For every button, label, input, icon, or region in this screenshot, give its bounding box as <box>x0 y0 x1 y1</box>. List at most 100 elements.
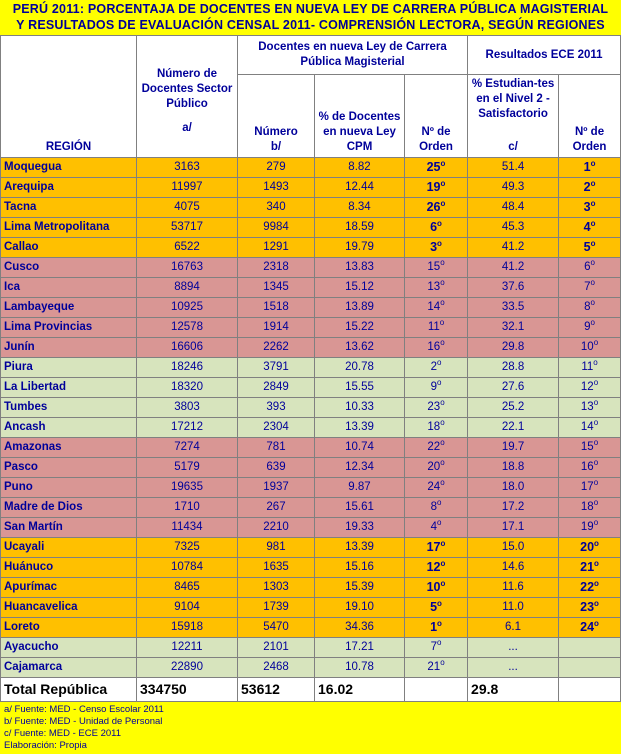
rank-value: 24 <box>427 481 441 493</box>
pct-docentes-cell: 13.39 <box>314 417 405 438</box>
ordinal-mark: o <box>440 158 446 168</box>
orden-1-cell: 14o <box>403 297 469 318</box>
pct-docentes-cell: 13.83 <box>314 257 405 278</box>
docentes-cell: 53717 <box>136 217 238 238</box>
pct-estudiantes-cell: 29.8 <box>467 337 560 358</box>
pct-estudiantes-cell: 11.0 <box>467 597 560 618</box>
pct-estudiantes-cell: 45.3 <box>467 217 560 238</box>
ordinal-mark: o <box>594 538 599 548</box>
pct-estudiantes-cell: 41.2 <box>467 257 560 278</box>
pct-estudiantes-cell: 19.7 <box>467 437 560 458</box>
title-block: PERÚ 2011: PORCENTAJA DE DOCENTES EN NUE… <box>0 0 621 35</box>
ordinal-mark: o <box>437 218 442 228</box>
ordinal-mark: o <box>440 178 446 188</box>
numero-cell: 2304 <box>237 417 315 438</box>
pct-docentes-cell: 12.34 <box>314 457 405 478</box>
orden-2-cell: 1o <box>558 157 621 178</box>
numero-cell: 1937 <box>237 477 315 498</box>
ordinal-mark: o <box>440 438 445 448</box>
ordinal-mark: o <box>593 518 599 528</box>
footnote: a/ Fuente: MED - Censo Escolar 2011 <box>4 704 164 715</box>
region-cell: Cajamarca <box>0 657 137 678</box>
numero-cell: 2101 <box>237 637 315 658</box>
ordinal-mark: o <box>590 278 595 288</box>
orden-2-cell: 18o <box>558 497 621 518</box>
ordinal-mark: o <box>437 598 442 608</box>
numero-cell: 639 <box>237 457 315 478</box>
pct-estudiantes-cell: 17.1 <box>467 517 560 538</box>
pct-docentes-cell: 15.61 <box>314 497 405 518</box>
header-pct-estudiantes: % Estudian-tes en el Nivel 2 - Satisfact… <box>467 74 560 158</box>
pct-docentes-cell: 20.78 <box>314 357 405 378</box>
pct-estudiantes-cell: 11.6 <box>467 577 560 598</box>
rank-value: 18 <box>580 501 594 513</box>
pct-estudiantes-cell: 33.5 <box>467 297 560 318</box>
rank-value: 8 <box>584 301 591 313</box>
pct-docentes-cell: 10.78 <box>314 657 405 678</box>
orden-2-cell <box>558 657 621 678</box>
numero-cell: 279 <box>237 157 315 178</box>
docentes-cell: 3803 <box>136 397 238 418</box>
footnote: c/ Fuente: MED - ECE 2011 <box>4 728 122 739</box>
rank-value: 25 <box>426 160 441 174</box>
ordinal-mark: o <box>593 338 599 348</box>
pct-estudiantes-cell: ... <box>467 637 560 658</box>
footnote: Elaboración: Propia <box>4 740 87 751</box>
region-cell: Ica <box>0 277 137 298</box>
pct-estudiantes-cell: 48.4 <box>467 197 560 218</box>
rank-value: 16 <box>427 341 441 353</box>
total-orden-1 <box>403 677 469 702</box>
header-numero: Número b/ <box>237 74 315 158</box>
pct-estudiantes-cell: 18.8 <box>467 457 560 478</box>
total-label: Total República <box>0 677 137 702</box>
docentes-cell: 12578 <box>136 317 238 338</box>
orden-1-cell: 13o <box>403 277 469 298</box>
total-row: Total República 334750 53612 16.02 29.8 <box>0 677 621 702</box>
docentes-cell: 8465 <box>136 577 238 598</box>
table-row: Lima Metropolitana 53717 9984 18.59 6o 45.3 4o <box>0 217 621 238</box>
table-row: Junín 16606 2262 13.62 16o 29.8 10o <box>0 337 621 358</box>
ordinal-mark: o <box>440 298 445 308</box>
orden-1-cell: 7o <box>403 637 469 658</box>
rank-value: 3 <box>430 240 438 254</box>
ordinal-mark: o <box>440 478 445 488</box>
docentes-cell: 1710 <box>136 497 238 518</box>
ordinal-mark: o <box>436 358 442 368</box>
region-cell: San Martín <box>0 517 137 538</box>
ordinal-mark: o <box>440 398 445 408</box>
rank-value: 11 <box>427 321 440 333</box>
docentes-cell: 15918 <box>136 617 238 638</box>
ordinal-mark: o <box>590 258 595 268</box>
header-numero-label: Número <box>254 126 298 138</box>
table-row: Lima Provincias 12578 1914 15.22 11o 32.1 9o <box>0 317 621 338</box>
numero-cell: 981 <box>237 537 315 558</box>
rank-value: 1 <box>583 160 591 174</box>
docentes-cell: 22890 <box>136 657 238 678</box>
numero-cell: 267 <box>237 497 315 518</box>
ordinal-mark: o <box>437 238 442 248</box>
ordinal-mark: o <box>590 158 596 168</box>
docentes-cell: 5179 <box>136 457 238 478</box>
region-cell: Ucayali <box>0 537 137 558</box>
pct-estudiantes-cell: ... <box>467 657 560 678</box>
total-pct: 16.02 <box>314 677 405 702</box>
region-cell: Madre de Dios <box>0 497 137 518</box>
region-cell: Apurímac <box>0 577 137 598</box>
ordinal-mark: o <box>590 198 596 208</box>
rank-value: 22 <box>580 580 595 594</box>
orden-2-cell: 23o <box>558 597 621 618</box>
header-orden-2: Nº de Orden <box>558 74 621 158</box>
numero-cell: 1739 <box>237 597 315 618</box>
rank-value: 8 <box>430 501 437 513</box>
rank-value: 14 <box>580 421 594 433</box>
orden-2-cell: 19o <box>558 517 621 538</box>
docentes-cell: 11434 <box>136 517 238 538</box>
orden-2-cell: 10o <box>558 337 621 358</box>
orden-1-cell: 25o <box>403 157 469 178</box>
table-row: Huánuco 10784 1635 15.16 12o 14.6 21o <box>0 557 621 578</box>
pct-docentes-cell: 19.79 <box>314 237 405 258</box>
ordinal-mark: o <box>593 498 599 508</box>
table-row: Ayacucho 12211 2101 17.21 7o... <box>0 637 621 658</box>
pct-estudiantes-cell: 25.2 <box>467 397 560 418</box>
pct-estudiantes-cell: 22.1 <box>467 417 560 438</box>
